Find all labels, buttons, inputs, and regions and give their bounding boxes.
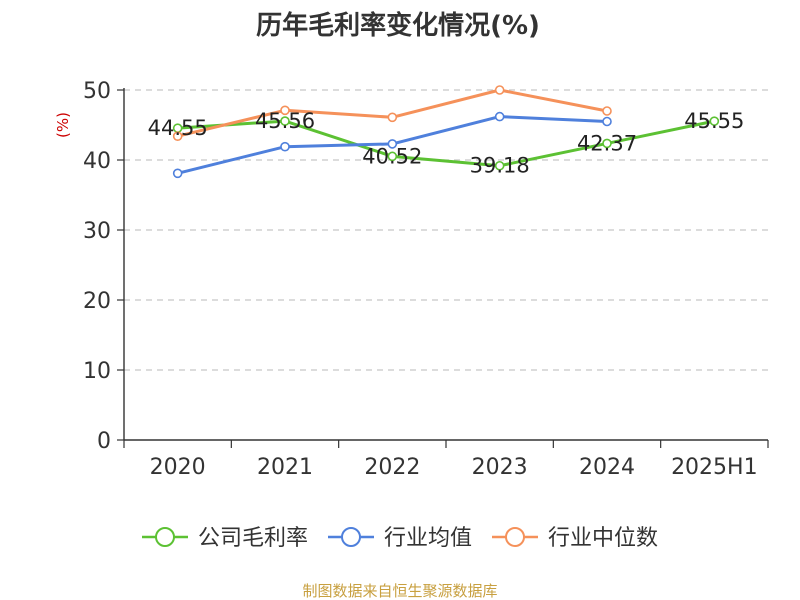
x-tick-label: 2021 bbox=[257, 455, 313, 480]
series-point[interactable] bbox=[387, 151, 398, 162]
legend-label: 行业均值 bbox=[384, 526, 472, 551]
series-point[interactable] bbox=[280, 116, 290, 126]
x-tick-label: 2023 bbox=[472, 455, 528, 480]
series-point[interactable] bbox=[172, 168, 183, 179]
y-tick-label: 0 bbox=[97, 429, 111, 454]
x-tick-label: 2022 bbox=[364, 455, 420, 480]
series-lines bbox=[172, 85, 720, 179]
series-point[interactable] bbox=[709, 116, 720, 126]
series-point[interactable] bbox=[280, 141, 290, 152]
legend-marker bbox=[505, 527, 525, 547]
series-point[interactable] bbox=[387, 112, 398, 123]
series-point[interactable] bbox=[494, 160, 505, 171]
grid-lines bbox=[124, 89, 768, 371]
y-tick-label: 40 bbox=[83, 149, 111, 174]
data-label: 45.56 bbox=[255, 109, 315, 133]
legend-item[interactable]: 行业均值 bbox=[328, 526, 472, 551]
data-label: 40.52 bbox=[362, 144, 422, 168]
x-tick-label: 2020 bbox=[150, 455, 206, 480]
chart-title: 历年毛利率变化情况(%) bbox=[256, 10, 540, 41]
series-point[interactable] bbox=[602, 138, 612, 149]
legend-label: 行业中位数 bbox=[548, 526, 658, 551]
y-axis-label: (%) bbox=[54, 112, 72, 138]
series-point[interactable] bbox=[280, 105, 290, 116]
legend-marker bbox=[155, 527, 175, 547]
series-point[interactable] bbox=[172, 131, 183, 141]
series-point[interactable] bbox=[602, 116, 612, 127]
series-line bbox=[177, 119, 715, 168]
y-tick-label: 20 bbox=[83, 289, 111, 314]
axes: 0 10 20 30 40 50 2020 2021 2022 2023 2024 2025H1 bbox=[83, 79, 769, 480]
series-point[interactable] bbox=[602, 106, 612, 116]
legend-marker bbox=[341, 527, 361, 547]
series-point[interactable] bbox=[494, 111, 505, 122]
legend[interactable]: 公司毛利率 行业均值 行业中位数 bbox=[142, 526, 658, 551]
legend-item[interactable]: 公司毛利率 bbox=[142, 526, 308, 551]
y-tick-label: 10 bbox=[83, 359, 111, 384]
x-tick-label: 2025H1 bbox=[671, 455, 758, 480]
series-point[interactable] bbox=[494, 85, 505, 95]
data-label: 42.37 bbox=[577, 131, 637, 155]
x-tick-label: 2024 bbox=[579, 455, 635, 480]
legend-label: 公司毛利率 bbox=[198, 526, 308, 551]
legend-item[interactable]: 行业中位数 bbox=[492, 526, 658, 551]
data-label: 39.18 bbox=[470, 154, 530, 178]
series-point[interactable] bbox=[387, 139, 398, 149]
data-label: 44.55 bbox=[148, 116, 208, 140]
data-label: 45.55 bbox=[684, 109, 744, 133]
data-labels: 44.55 45.56 40.52 39.18 42.37 45.55 bbox=[148, 109, 745, 178]
y-tick-label: 50 bbox=[83, 79, 111, 104]
y-tick-label: 30 bbox=[83, 219, 111, 244]
source-note: 制图数据来自恒生聚源数据库 bbox=[302, 582, 497, 600]
